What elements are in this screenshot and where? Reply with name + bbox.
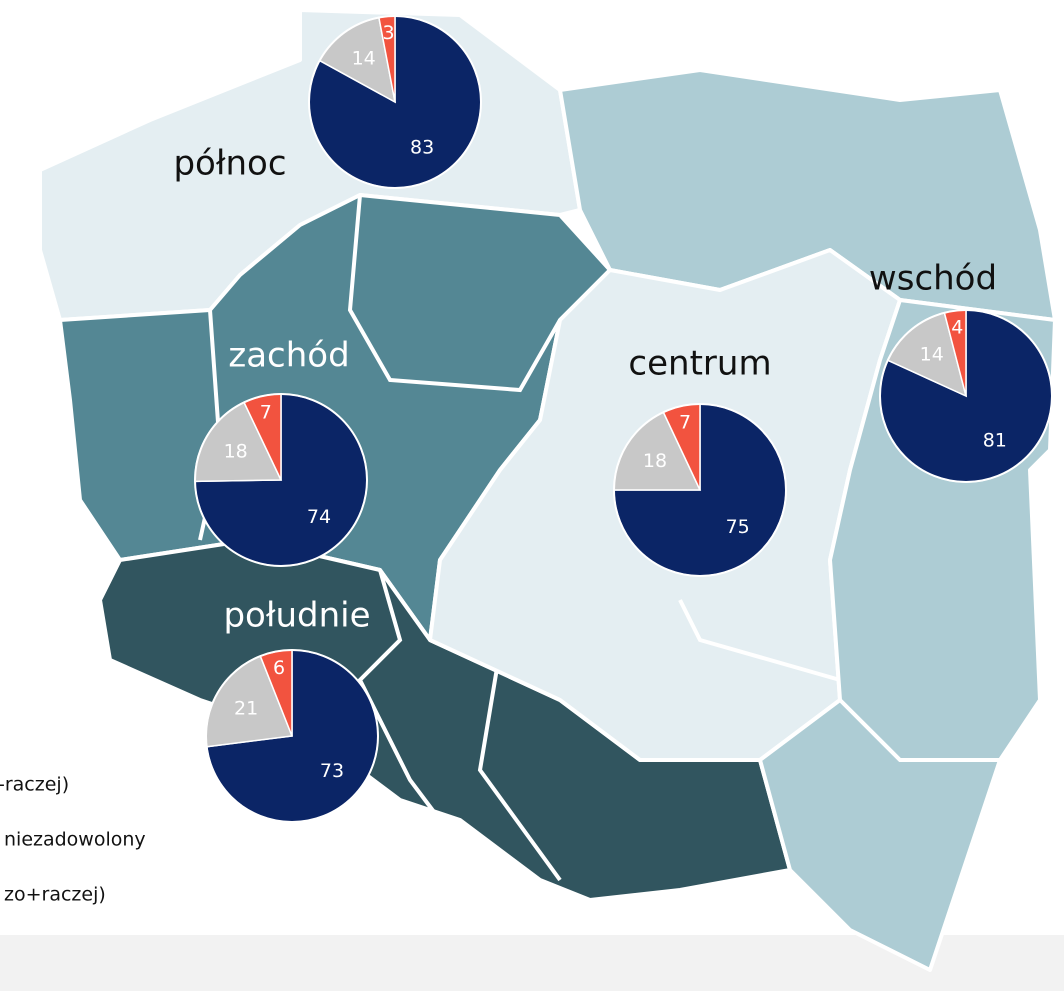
region-label: południe: [223, 596, 370, 636]
value-label: 3: [382, 22, 394, 44]
value-label: 21: [234, 697, 258, 719]
value-label: 6: [273, 657, 285, 679]
pie-outline: [308, 15, 482, 189]
region-label: północ: [173, 144, 286, 184]
border: [838, 698, 1000, 762]
value-label: 74: [307, 506, 331, 528]
pie-outline: [205, 649, 379, 823]
value-label: 83: [410, 136, 434, 158]
region-south: [98, 538, 792, 902]
value-label: 81: [983, 429, 1007, 451]
value-label: 14: [352, 47, 376, 69]
value-label: 18: [643, 450, 667, 472]
value-label: 7: [679, 411, 691, 433]
border: [477, 649, 562, 882]
border: [678, 599, 841, 682]
region-label: zachód: [228, 336, 349, 376]
legend-label: -raczej): [0, 774, 69, 796]
pie-outline: [613, 403, 787, 577]
pie-outline: [194, 393, 368, 567]
border: [347, 194, 562, 393]
border: [357, 569, 442, 822]
region-label: wschód: [869, 259, 997, 299]
region-label: centrum: [628, 344, 771, 384]
value-label: 7: [260, 401, 272, 423]
legend-label: zo+raczej): [4, 884, 106, 906]
value-label: 14: [920, 344, 944, 366]
value-label: 73: [320, 760, 344, 782]
value-label: 18: [224, 440, 248, 462]
legend-label: niezadowolony: [4, 829, 146, 851]
value-label: 4: [951, 316, 963, 338]
pie-outline: [879, 309, 1053, 483]
value-label: 75: [726, 516, 750, 538]
